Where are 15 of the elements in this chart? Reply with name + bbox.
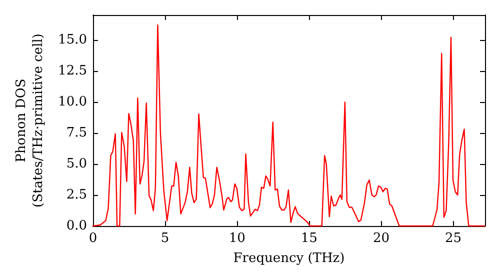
x-axis-title: Frequency (THz) (233, 251, 345, 266)
y-tick-label: 10.0 (58, 94, 87, 110)
x-tick-label: 5 (160, 231, 170, 246)
x-tick-label: 10 (228, 231, 246, 246)
x-tick-label: 15 (300, 231, 318, 246)
y-tick-label: 12.5 (58, 63, 87, 78)
y-tick-label: 0.0 (66, 218, 87, 234)
x-tick-label: 25 (445, 231, 462, 246)
y-tick-label: 7.5 (66, 125, 87, 140)
y-tick-label: 15.0 (58, 32, 87, 48)
y-tick-label: 2.5 (66, 187, 87, 202)
x-tick-label: 20 (372, 231, 390, 246)
y-tick-label: 5.0 (66, 156, 87, 172)
y-axis-title: Phonon DOS (States/THz·primitive cell) (14, 33, 46, 208)
x-tick-label: 0 (88, 231, 98, 246)
